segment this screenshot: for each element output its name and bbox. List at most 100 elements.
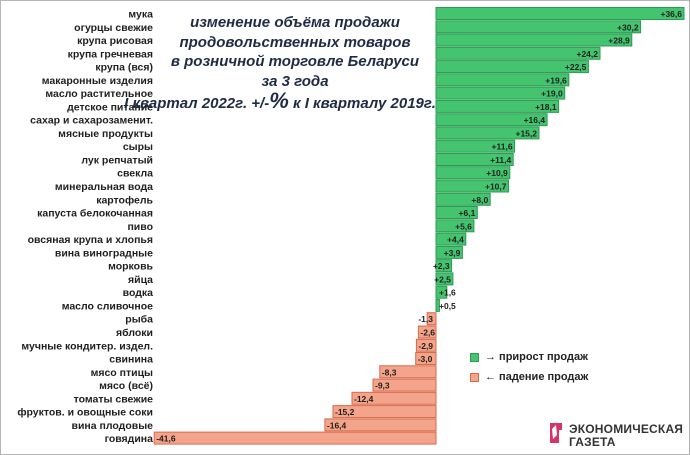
value-label: +11,6 bbox=[492, 142, 513, 152]
newspaper-logo: ЭКОНОМИЧЕСКАЯ ГАЗЕТА bbox=[550, 423, 683, 449]
value-label: -9,3 bbox=[375, 381, 390, 391]
value-label: +36,6 bbox=[660, 9, 682, 19]
category-label: крупа гречневая bbox=[68, 48, 153, 60]
category-label: мясные продукты bbox=[58, 128, 153, 140]
category-label: масло растительное bbox=[45, 88, 153, 100]
value-label: +19,6 bbox=[545, 75, 567, 85]
category-label: сахар и сахарозаменит. bbox=[30, 115, 153, 127]
legend-label-growth: → прирост продаж bbox=[485, 351, 588, 363]
bar bbox=[426, 312, 437, 326]
subtitle-pre: I квартал 2022г. +/- bbox=[124, 95, 270, 112]
chart-subtitle: I квартал 2022г. +/-% к I кварталу 2019г… bbox=[120, 88, 440, 114]
bar bbox=[435, 139, 516, 153]
bar bbox=[435, 206, 478, 219]
category-label: томаты свежие bbox=[74, 393, 154, 405]
bar bbox=[435, 259, 453, 273]
value-label: +10,9 bbox=[486, 168, 508, 178]
category-label: детское питание bbox=[67, 101, 153, 113]
bar bbox=[435, 219, 475, 233]
bar bbox=[372, 378, 437, 392]
category-label: пиво bbox=[127, 221, 153, 233]
bar bbox=[435, 285, 448, 299]
title-line-3: в розничной торговле Беларуси bbox=[170, 53, 420, 70]
bar bbox=[435, 245, 463, 259]
bar bbox=[435, 166, 511, 180]
category-label: мучные кондитер. издел. bbox=[21, 340, 153, 352]
value-label: +8,0 bbox=[471, 195, 488, 205]
value-label: +16,4 bbox=[524, 115, 546, 125]
subtitle-post: к I кварталу 2019г. bbox=[288, 95, 436, 112]
logo-line-2: ГАЗЕТА bbox=[569, 435, 616, 449]
chart-legend: → прирост продаж ← падение продаж bbox=[470, 347, 588, 387]
category-label: минеральная вода bbox=[55, 181, 153, 193]
bar bbox=[435, 46, 601, 60]
category-label: мясо птицы bbox=[91, 367, 153, 379]
bar bbox=[417, 325, 437, 339]
category-label: овсяная крупа и хлопья bbox=[28, 234, 153, 246]
category-label: фруктов. и овощные соки bbox=[17, 407, 153, 419]
bar bbox=[435, 73, 570, 87]
category-label: рыба bbox=[125, 314, 153, 326]
bar bbox=[435, 179, 509, 193]
value-label: +1,6 bbox=[439, 288, 456, 298]
value-label: +10,7 bbox=[485, 182, 507, 192]
value-label: +15,2 bbox=[515, 128, 537, 138]
bar bbox=[435, 99, 560, 113]
value-label: +24,2 bbox=[576, 49, 598, 59]
value-label: -12,4 bbox=[354, 394, 374, 404]
bar bbox=[435, 192, 491, 206]
bar bbox=[415, 352, 437, 365]
value-label: -3,0 bbox=[418, 354, 433, 364]
category-label: крупа рисовая bbox=[77, 35, 153, 47]
bar bbox=[435, 60, 589, 74]
category-label: яблоки bbox=[116, 327, 153, 339]
title-line-4: за 3 года bbox=[261, 72, 329, 90]
value-label: +2,5 bbox=[434, 274, 451, 284]
logo-line-1: ЭКОНОМИЧЕСКАЯ bbox=[569, 422, 684, 436]
value-label: +19,0 bbox=[541, 89, 563, 99]
value-label: +30,2 bbox=[617, 22, 639, 32]
value-label: -41,6 bbox=[156, 434, 176, 444]
value-label: +0,5 bbox=[439, 301, 456, 311]
value-label: +18,1 bbox=[535, 102, 557, 112]
bar bbox=[351, 391, 437, 405]
logo-mark-icon bbox=[550, 423, 562, 443]
bar bbox=[435, 20, 642, 34]
chart-title: изменение объёма продажи продовольственн… bbox=[124, 13, 440, 114]
category-label: мясо (всё) bbox=[99, 380, 153, 392]
bar bbox=[435, 126, 540, 140]
bar bbox=[324, 418, 437, 432]
value-label: +22,5 bbox=[565, 62, 587, 72]
legend-item-decline: ← падение продаж bbox=[470, 367, 588, 387]
bar bbox=[435, 33, 633, 47]
category-label: сыры bbox=[123, 141, 153, 153]
bar bbox=[379, 365, 437, 379]
category-label: лук репчатый bbox=[81, 155, 153, 167]
value-label: +3,9 bbox=[444, 248, 461, 258]
category-label: картофель bbox=[96, 194, 153, 206]
category-label: вина виноградные bbox=[55, 247, 153, 259]
legend-swatch-growth bbox=[470, 352, 479, 362]
logo-text: ЭКОНОМИЧЕСКАЯ ГАЗЕТА bbox=[569, 423, 683, 449]
bar bbox=[415, 338, 437, 352]
category-label: вина плодовые bbox=[72, 420, 154, 432]
bar bbox=[435, 153, 514, 166]
value-label: +4,4 bbox=[447, 235, 464, 245]
bar bbox=[435, 7, 685, 20]
value-label: -15,2 bbox=[335, 407, 355, 417]
value-label: -8,3 bbox=[382, 367, 397, 377]
value-label: -16,4 bbox=[327, 420, 347, 430]
legend-swatch-decline bbox=[470, 372, 479, 382]
category-label: свекла bbox=[117, 168, 153, 180]
bar bbox=[153, 431, 437, 445]
category-label: говядина bbox=[105, 433, 154, 445]
category-label: мука bbox=[128, 9, 153, 21]
bar bbox=[435, 232, 467, 246]
value-label: -2,6 bbox=[420, 328, 435, 338]
bar bbox=[332, 405, 437, 419]
subtitle-percent: % bbox=[269, 88, 289, 113]
legend-item-growth: → прирост продаж bbox=[470, 347, 588, 367]
category-label: макаронные изделия bbox=[42, 75, 153, 87]
